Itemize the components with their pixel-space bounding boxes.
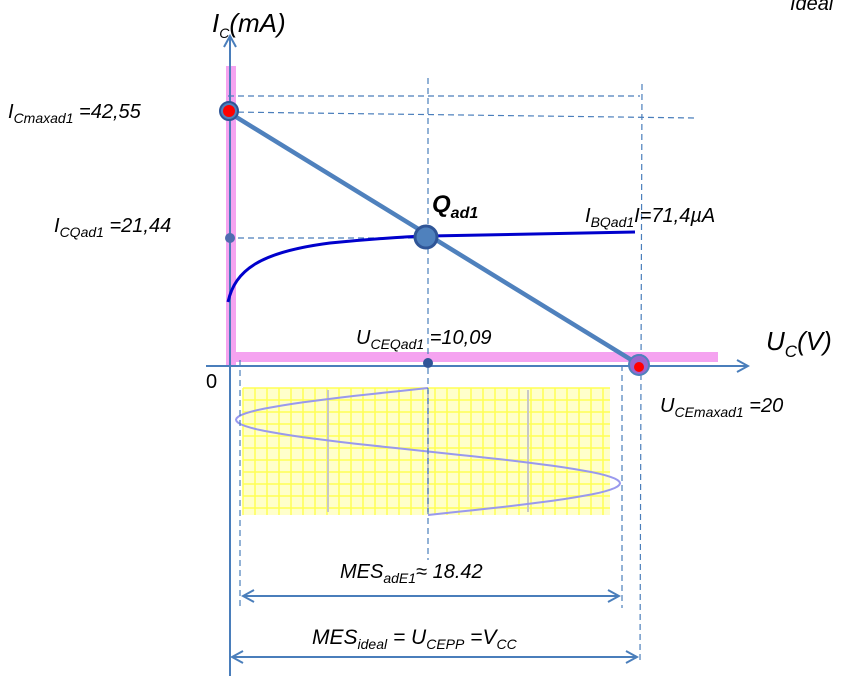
icmax-label: ICmaxad1 =42,55 [8,101,142,126]
corner-label: Ideal [790,0,834,15]
signal-grid [234,387,622,516]
uceq-point [423,358,433,368]
y-axis-label: IC(mA) [212,8,286,41]
icq-point [225,233,235,243]
ib-label: IBQad1I=71,4µA [585,205,715,230]
x-axis-label: UC(V) [766,326,832,361]
mes-ade1-label: MESadE1≈ 18.42 [340,561,483,586]
mes-ideal-label: MESideal = UCEPP =VCC [312,626,518,652]
icq-label: ICQad1 =21,44 [54,215,171,240]
icmax-point-core [223,105,235,117]
x-axis-highlight [230,352,718,362]
origin-label: 0 [206,371,217,393]
ucemax-point-core [634,362,644,372]
ucemax-label: UCEmaxad1 =20 [660,395,783,420]
q-label: Qad1 [432,191,478,222]
q-point [413,224,439,250]
dashed-guides [227,78,696,661]
uceq-label: UCEQad1 =10,09 [356,327,491,352]
